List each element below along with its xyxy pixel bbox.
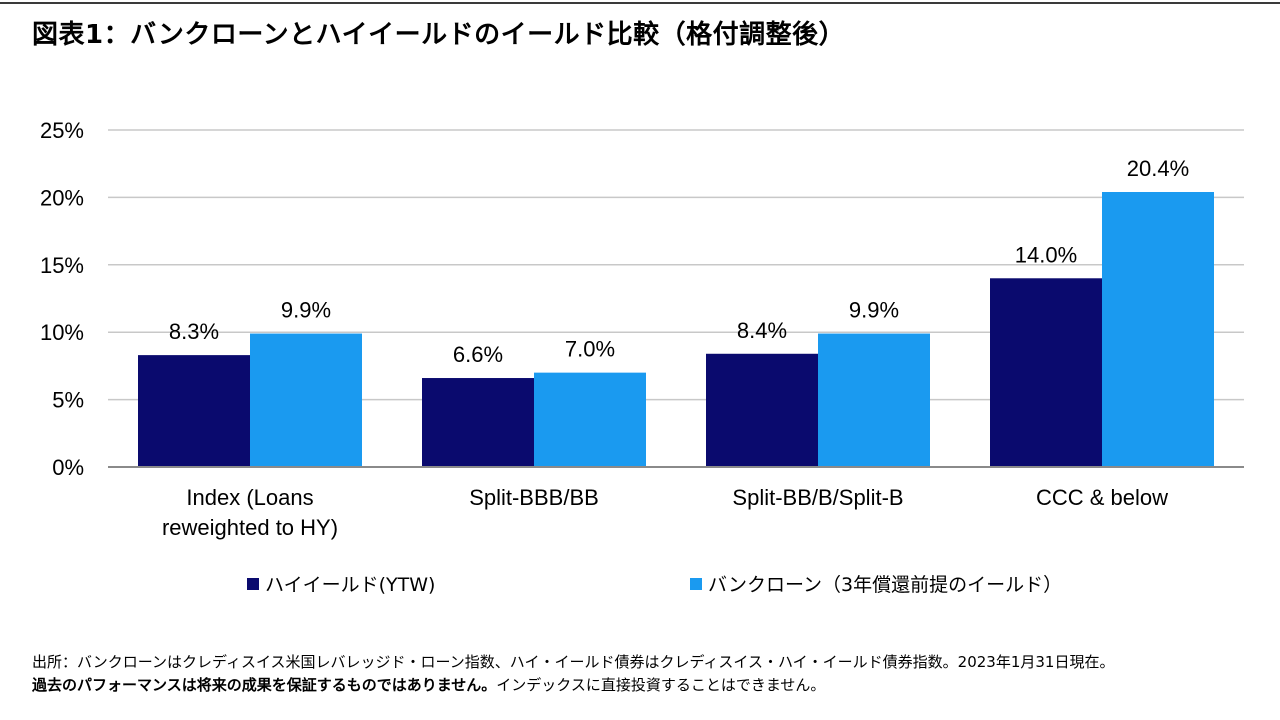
x-tick-label: Index (Loans [186, 485, 313, 510]
legend-item-high-yield: ハイイールド(YTW) [247, 570, 435, 597]
bar [1102, 192, 1214, 467]
y-tick-label: 25% [40, 118, 84, 143]
bar [534, 372, 646, 467]
x-tick-label: Split-BBB/BB [469, 485, 599, 510]
data-label: 8.3% [169, 319, 219, 344]
y-tick-label: 10% [40, 320, 84, 345]
data-label: 14.0% [1015, 242, 1077, 267]
bar [706, 353, 818, 467]
data-label: 7.0% [565, 337, 615, 362]
legend-item-bank-loan: バンクローン（3年償還前提のイールド） [690, 570, 1062, 597]
bar-chart: 0% 5% 10% 15% 20% 25% 8.3% 9.9% Index (Loans rewe… [40, 118, 1244, 540]
data-label: 9.9% [849, 298, 899, 323]
y-tick-label: 20% [40, 185, 84, 210]
footnote-disclaimer: 過去のパフォーマンスは将来の成果を保証するものではありません。インデックスに直接… [32, 674, 825, 695]
bar [818, 333, 930, 467]
bar [422, 378, 534, 467]
top-rule [0, 2, 1280, 4]
legend-swatch-bank-loan [690, 577, 702, 590]
bar [138, 355, 250, 467]
legend-label-high-yield: ハイイールド(YTW) [265, 574, 436, 596]
x-tick-label: reweighted to HY) [162, 515, 338, 540]
bar [990, 278, 1102, 467]
legend-swatch-high-yield [247, 577, 259, 590]
y-tick-label: 0% [52, 455, 84, 480]
footnote-disclaimer-bold: 過去のパフォーマンスは将来の成果を保証するものではありません。 [32, 676, 497, 694]
chart-title: 図表1：バンクローンとハイイールドのイールド比較（格付調整後） [32, 20, 846, 50]
data-label: 8.4% [737, 318, 787, 343]
bar [250, 333, 362, 467]
data-label: 9.9% [281, 298, 331, 323]
footnote-disclaimer-rest: インデックスに直接投資することはできません。 [496, 676, 826, 694]
x-tick-label: Split-BB/B/Split-B [732, 485, 903, 510]
y-tick-label: 5% [52, 388, 84, 413]
data-label: 6.6% [453, 342, 503, 367]
legend-label-bank-loan: バンクローン（3年償還前提のイールド） [708, 574, 1063, 596]
y-tick-label: 15% [40, 253, 84, 278]
footnote-source: 出所：バンクローンはクレディスイス米国レバレッジド・ローン指数、ハイ・イールド債… [32, 653, 1115, 671]
x-tick-label: CCC & below [1036, 485, 1168, 510]
data-label: 20.4% [1127, 156, 1189, 181]
